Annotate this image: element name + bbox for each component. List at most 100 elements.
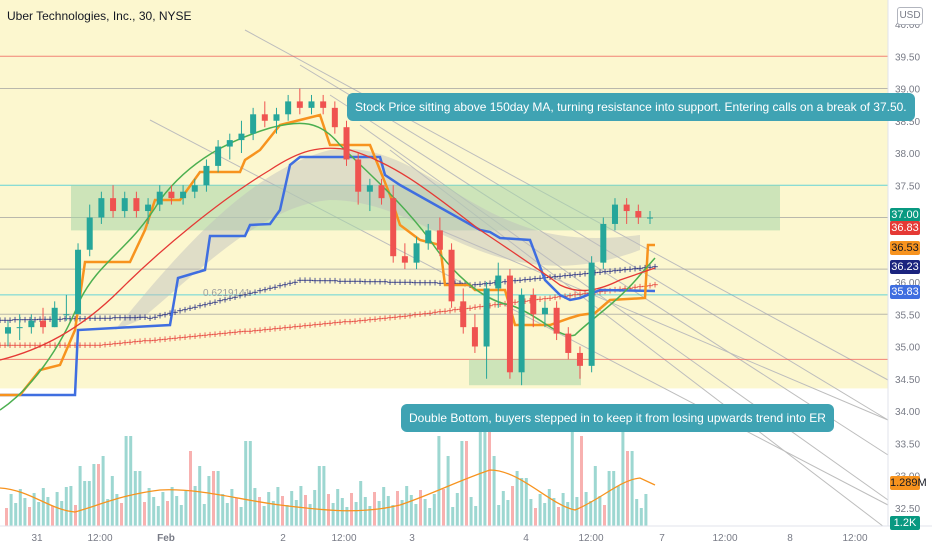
volume-bar-65 [304,495,307,526]
ma-navy-cross-44: + [216,297,224,307]
ma-red-cross-0: + [0,341,4,351]
volume-bar-66 [308,504,312,526]
volume-bar-112 [520,478,524,526]
ma-red-cross-88: + [436,308,444,318]
channel-line-6 [439,229,889,421]
ma-navy-cross-81: + [401,278,409,288]
time-tick-3: 2 [280,533,286,544]
ma-navy-cross-80: + [396,278,404,288]
time-axis[interactable]: 31 12:00 Feb 2 12:00 3 4 12:00 7 12:00 8 12:00 [0,525,932,550]
price-axis[interactable]: 40.0039.5039.0038.5038.0037.5037.0036.50… [887,0,932,550]
ma-red-cross-65: + [321,320,329,330]
volume-bar-71 [331,503,335,526]
time-tick-7: 12:00 [578,533,603,544]
volume-bar-113 [524,478,528,526]
ma-navy-cross-56: + [276,282,284,292]
volume-bar-109 [506,500,510,526]
ma-red-cross-109: + [541,294,549,304]
volume-bar-127 [589,501,593,526]
ma-red-cross-127: + [631,283,639,293]
volume-bar-132 [612,471,616,526]
candle-body-48 [565,333,572,353]
ma-red-cross-69: + [341,318,349,328]
volume-moving-average [0,469,656,513]
ma-navy-cross-114: + [566,271,574,281]
ma-red-cross-24: + [116,339,124,349]
candle-body-12 [145,204,152,212]
price-tick-3: 38.50 [895,117,920,128]
ma-navy-cross-7: + [31,315,39,325]
volume-bar-120 [557,507,560,526]
ma-navy-cross-23: + [111,314,119,324]
price-tick-13: 33.50 [895,439,920,450]
volume-bar-9 [46,497,50,526]
volume-bar-90 [419,490,422,526]
candle-body-38 [448,249,455,302]
ma-red-cross-29: + [141,337,149,347]
volume-bar-55 [258,497,261,526]
ma-red-cross-83: + [411,311,419,321]
ma-navy-cross-103: + [511,277,519,287]
volume-bar-26 [124,436,128,526]
price-tag-4: 35.83 [890,285,920,299]
volume-bar-1 [9,494,13,526]
volume-bar-114 [529,499,533,526]
volume-bar-93 [432,494,436,526]
ma-red-cross-35: + [171,334,179,344]
ma-navy-cross-18: + [86,314,94,324]
volume-bar-61 [285,505,289,526]
volume-bar-46 [216,471,220,526]
volume-bar-100 [465,441,468,526]
candle-body-44 [518,294,525,373]
currency-button[interactable]: USD [897,7,923,25]
indicator-lines: ++++++++++++++++++++++++++++++++++++++++… [0,113,659,411]
ma-red-cross-58: + [286,323,294,333]
ma-red-cross-130: + [646,281,654,291]
ma-navy-cross-65: + [321,277,329,287]
candle-body-10 [121,198,128,212]
volume-bar-10 [51,506,54,526]
ma-red-cross-74: + [366,315,374,325]
candle-body-7 [86,217,93,250]
volume-bar-139 [644,494,648,526]
time-axis-background [0,526,932,550]
candle-body-19 [226,140,233,147]
candle-body-46 [541,307,548,315]
volume-bar-111 [515,471,519,526]
ma-red-cross-81: + [401,312,409,322]
ma-red-cross-126: + [626,284,634,294]
ma-red-cross-60: + [296,322,304,332]
volume-bar-49 [230,489,234,526]
ma-navy-cross-13: + [61,315,69,325]
ma-red-cross-27: + [131,338,139,348]
candle-body-33 [390,198,397,257]
volume-bar-107 [497,505,501,526]
ma-red-cross-14: + [66,341,74,351]
ma-red-cross-19: + [91,341,99,351]
volume-bar-92 [428,508,432,526]
volume-bar-125 [580,436,583,526]
price-tick-9: 35.50 [895,310,920,321]
ma-navy-cross-108: + [536,274,544,284]
candle-body-1 [16,327,23,329]
volume-bar-42 [198,466,202,526]
volume-bar-16 [78,466,82,526]
ma-navy-cross-3: + [11,316,19,326]
volume-bar-19 [92,464,96,526]
ma-red-cross-108: + [536,295,544,305]
ma-red-cross-85: + [421,309,429,319]
ma-navy-cross-62: + [306,276,314,286]
volume-bar-53 [248,441,252,526]
volume-bar-35 [166,501,169,526]
price-tick-8: 36.00 [895,278,920,289]
ma-navy-cross-8: + [36,315,44,325]
volume-ma-line [0,469,656,513]
volume-bar-56 [262,506,266,526]
ma-navy-cross-76: + [376,278,384,288]
ma-navy-cross-71: + [351,277,359,287]
volume-bar-134 [621,416,625,526]
ma-red-cross-116: + [576,290,584,300]
channel-line-1 [299,64,889,421]
candle-body-25 [296,101,303,108]
